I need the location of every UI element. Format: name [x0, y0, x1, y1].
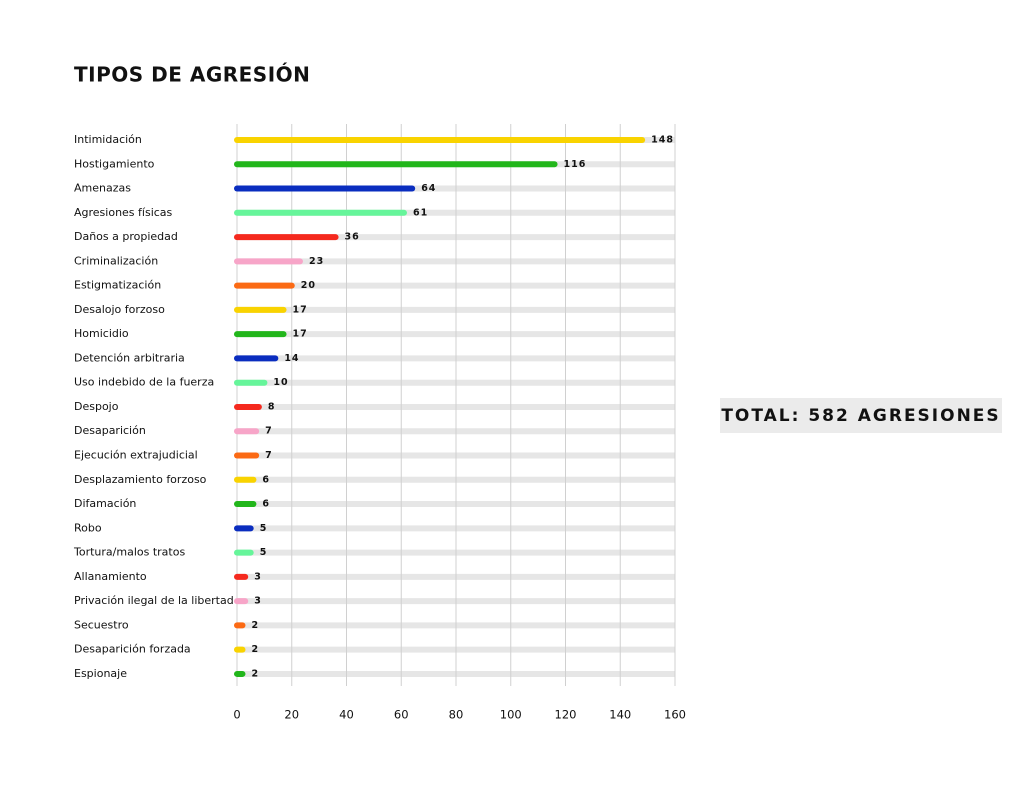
value-label: 3 — [254, 571, 262, 582]
value-label: 6 — [262, 499, 270, 510]
value-label: 20 — [301, 280, 316, 291]
category-label: Desalojo forzoso — [74, 303, 165, 316]
value-label: 14 — [284, 353, 299, 364]
category-label: Privación ilegal de la libertad — [74, 594, 234, 607]
category-label: Hostigamiento — [74, 157, 155, 170]
total-box — [720, 398, 1002, 433]
value-label: 2 — [251, 620, 259, 631]
category-label: Intimidación — [74, 133, 142, 146]
category-label: Estigmatización — [74, 279, 161, 292]
x-tick-label: 100 — [500, 708, 522, 722]
value-label: 64 — [421, 183, 436, 194]
value-label: 5 — [260, 523, 268, 534]
category-label: Agresiones físicas — [74, 206, 173, 219]
x-tick-label: 0 — [233, 708, 240, 722]
category-label: Amenazas — [74, 182, 131, 195]
value-label: 17 — [293, 329, 308, 340]
category-label: Ejecución extrajudicial — [74, 449, 198, 462]
x-tick-label: 120 — [555, 708, 577, 722]
value-label: 116 — [564, 159, 587, 170]
category-label: Daños a propiedad — [74, 230, 178, 243]
category-label: Criminalización — [74, 254, 158, 267]
x-tick-label: 20 — [284, 708, 299, 722]
value-label: 5 — [260, 547, 268, 558]
total-annotation: TOTAL: 582 AGRESIONES — [721, 406, 1000, 426]
value-label: 6 — [262, 474, 270, 485]
category-label: Detención arbitraria — [74, 351, 185, 364]
category-label: Desaparición forzada — [74, 643, 191, 656]
x-tick-label: 60 — [394, 708, 409, 722]
category-label: Desaparición — [74, 424, 146, 437]
category-label: Robo — [74, 521, 102, 534]
x-tick-label: 80 — [449, 708, 464, 722]
category-label: Despojo — [74, 400, 119, 413]
x-tick-label: 40 — [339, 708, 354, 722]
chart-title: TIPOS DE AGRESIÓN — [74, 63, 310, 87]
value-label: 8 — [268, 401, 276, 412]
x-tick-label: 160 — [664, 708, 686, 722]
category-label: Allanamiento — [74, 570, 147, 583]
value-label: 7 — [265, 450, 273, 461]
category-label: Homicidio — [74, 327, 129, 340]
value-label: 3 — [254, 596, 262, 607]
category-label: Espionaje — [74, 667, 127, 680]
value-label: 36 — [345, 232, 360, 243]
value-label: 7 — [265, 426, 273, 437]
value-label: 2 — [251, 668, 259, 679]
category-label: Tortura/malos tratos — [73, 546, 185, 559]
value-label: 61 — [413, 207, 428, 218]
category-label: Desplazamiento forzoso — [74, 473, 207, 486]
value-label: 148 — [651, 135, 674, 146]
value-label: 17 — [293, 304, 308, 315]
value-label: 23 — [309, 256, 324, 267]
value-label: 2 — [251, 644, 259, 655]
category-label: Secuestro — [74, 618, 129, 631]
value-label: 10 — [273, 377, 288, 388]
category-label: Uso indebido de la fuerza — [74, 376, 214, 389]
x-tick-label: 140 — [609, 708, 631, 722]
category-label: Difamación — [74, 497, 136, 510]
